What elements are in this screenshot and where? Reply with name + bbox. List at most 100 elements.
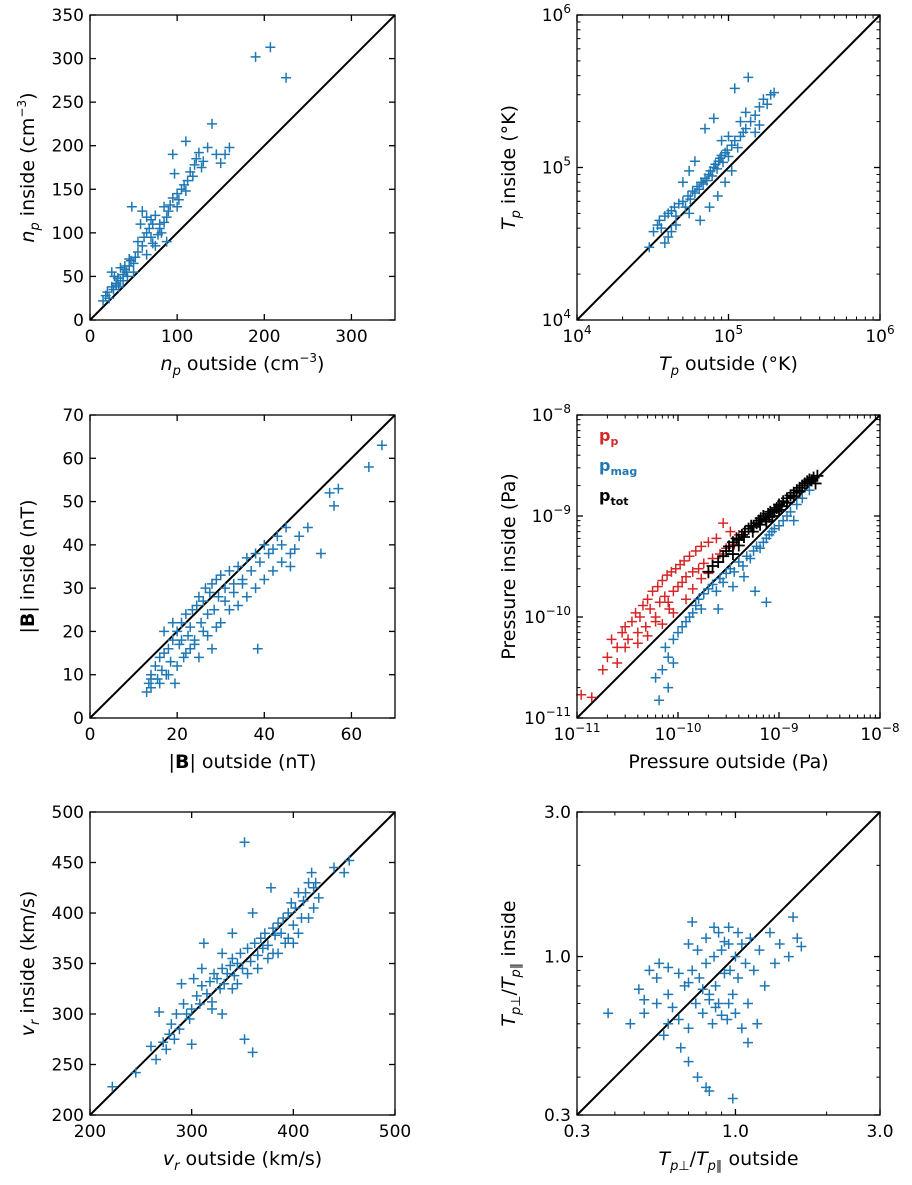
data-point <box>709 922 720 933</box>
data-point <box>677 621 688 632</box>
data-point <box>680 594 691 605</box>
data-point <box>670 219 681 230</box>
series-T_p <box>644 72 780 253</box>
data-point <box>677 196 688 207</box>
data-point <box>654 215 665 226</box>
data-point <box>576 689 587 700</box>
data-point <box>754 101 765 112</box>
data-point <box>742 998 753 1009</box>
data-point <box>183 630 194 641</box>
data-point <box>247 908 258 918</box>
data-point <box>642 630 653 641</box>
data-point <box>644 242 655 253</box>
data-point <box>215 617 226 628</box>
data-point <box>694 972 705 983</box>
data-point <box>344 855 355 866</box>
data-point <box>727 1093 738 1104</box>
y-tick-label: 10−8 <box>532 402 571 426</box>
data-point <box>707 579 718 590</box>
data-point <box>259 574 270 585</box>
data-point <box>172 188 183 199</box>
y-axis-label: Pressure inside (Pa) <box>498 473 520 660</box>
data-point <box>202 630 213 641</box>
data-point <box>141 227 152 238</box>
data-point <box>167 149 178 160</box>
y-tick-label: 10 <box>62 666 84 686</box>
data-point <box>769 87 780 98</box>
data-point <box>659 237 670 248</box>
data-point <box>660 642 671 653</box>
data-point <box>723 939 734 950</box>
data-point <box>224 142 235 153</box>
data-point <box>220 149 231 160</box>
data-point <box>102 287 113 298</box>
data-point <box>750 127 761 138</box>
data-point <box>759 980 770 991</box>
data-point <box>246 565 257 576</box>
data-point <box>723 151 734 162</box>
diagonal-line <box>89 811 396 1116</box>
data-point <box>811 469 824 482</box>
data-point <box>780 496 793 509</box>
data-point <box>211 149 222 160</box>
data-point <box>207 1003 217 1014</box>
data-point <box>689 156 700 167</box>
data-point <box>732 142 743 153</box>
data-point <box>704 202 715 213</box>
data-point <box>137 240 148 251</box>
data-point <box>679 555 690 566</box>
y-tick-label: 300 <box>52 1005 84 1025</box>
data-point <box>146 674 156 685</box>
panel-pressure: 10−11 10−10 10−9 10−8 10−11 10−10 10−9 10−8 Pres… <box>498 402 900 773</box>
data-point <box>180 136 191 147</box>
data-point <box>233 600 244 611</box>
data-point <box>176 635 187 646</box>
data-point <box>716 1010 727 1021</box>
data-point <box>639 1008 650 1019</box>
data-point <box>169 168 180 179</box>
data-point <box>687 186 698 197</box>
data-point <box>704 994 715 1005</box>
data-point <box>308 882 319 893</box>
data-point <box>211 574 222 585</box>
data-point <box>668 658 679 669</box>
data-point <box>735 116 746 127</box>
data-point <box>196 980 207 991</box>
data-point <box>189 159 200 170</box>
data-point <box>683 1023 694 1034</box>
x-tick-label: 3.0 <box>866 1122 893 1142</box>
data-point <box>239 1034 250 1045</box>
data-point <box>737 560 748 571</box>
data-point <box>654 597 665 608</box>
data-point <box>119 260 130 271</box>
y-tick-label: 106 <box>542 2 571 26</box>
panel-tp: 104 105 106 104 105 106 Tp outside (°K) Tp insi… <box>498 2 895 379</box>
y-tick-label: 0.3 <box>544 1106 571 1126</box>
x-tick-label: 40 <box>253 725 275 745</box>
data-point <box>211 622 222 633</box>
data-point <box>285 548 296 559</box>
series-p_tot <box>702 469 824 578</box>
data-point <box>668 634 679 645</box>
data-point <box>625 1018 636 1029</box>
data-point <box>673 581 683 592</box>
data-point <box>313 892 324 903</box>
x-axis-label: |B| outside (nT) <box>169 751 317 773</box>
series-B <box>141 440 387 698</box>
data-point <box>809 477 822 490</box>
y-axis-label: np inside (cm−3) <box>15 92 43 242</box>
data-point <box>250 51 261 62</box>
data-point <box>713 604 724 615</box>
data-point <box>750 586 761 597</box>
data-point <box>241 552 252 563</box>
data-point <box>126 201 137 212</box>
x-tick-label: 1.0 <box>722 1122 749 1142</box>
data-point <box>647 586 658 597</box>
axes-frame <box>576 811 881 1116</box>
data-point <box>252 643 263 654</box>
data-point <box>174 1024 185 1035</box>
data-point <box>651 998 662 1009</box>
data-point <box>185 622 196 633</box>
data-point <box>791 499 802 510</box>
